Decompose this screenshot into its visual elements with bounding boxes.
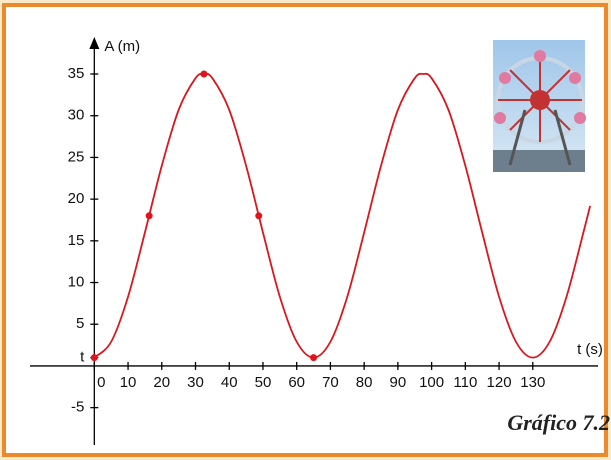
y-tick-label: 5	[76, 315, 84, 332]
y-axis-label: A (m)	[104, 38, 140, 55]
x-tick-label: 10	[120, 374, 137, 391]
y-tick-label: -5	[71, 399, 84, 416]
y-tick-label: t	[80, 349, 85, 366]
x-tick-label: 70	[322, 374, 339, 391]
y-tick-label: 20	[68, 190, 85, 207]
x-tick-label: 100	[419, 374, 444, 391]
photo	[493, 40, 586, 172]
y-tick-label: 35	[68, 65, 85, 82]
x-tick-label: 0	[97, 374, 105, 391]
x-tick-label: 130	[520, 374, 545, 391]
x-tick-label: 120	[487, 374, 512, 391]
y-tick-label: 25	[68, 148, 85, 165]
x-axis-label: t (s)	[577, 341, 603, 358]
y-tick-label: 10	[68, 274, 85, 291]
curve	[93, 72, 592, 359]
x-tick-label: 110	[453, 374, 477, 391]
annotation: Gráfico 7.2	[507, 410, 610, 435]
point	[255, 212, 263, 220]
x-tick-label: 90	[390, 374, 407, 391]
x-tick-label: 40	[221, 374, 238, 391]
point	[310, 354, 318, 362]
y-tick-label: 30	[68, 107, 85, 124]
x-tick-label: 80	[356, 374, 373, 391]
y-tick-label: 15	[68, 232, 85, 249]
point	[200, 70, 208, 78]
y-axis-arrow	[89, 37, 100, 49]
point	[90, 354, 98, 362]
x-tick-label: 20	[153, 374, 170, 391]
x-tick-label: 60	[288, 374, 305, 391]
point	[145, 212, 153, 220]
x-tick-label: 30	[187, 374, 204, 391]
x-tick-label: 50	[255, 374, 272, 391]
